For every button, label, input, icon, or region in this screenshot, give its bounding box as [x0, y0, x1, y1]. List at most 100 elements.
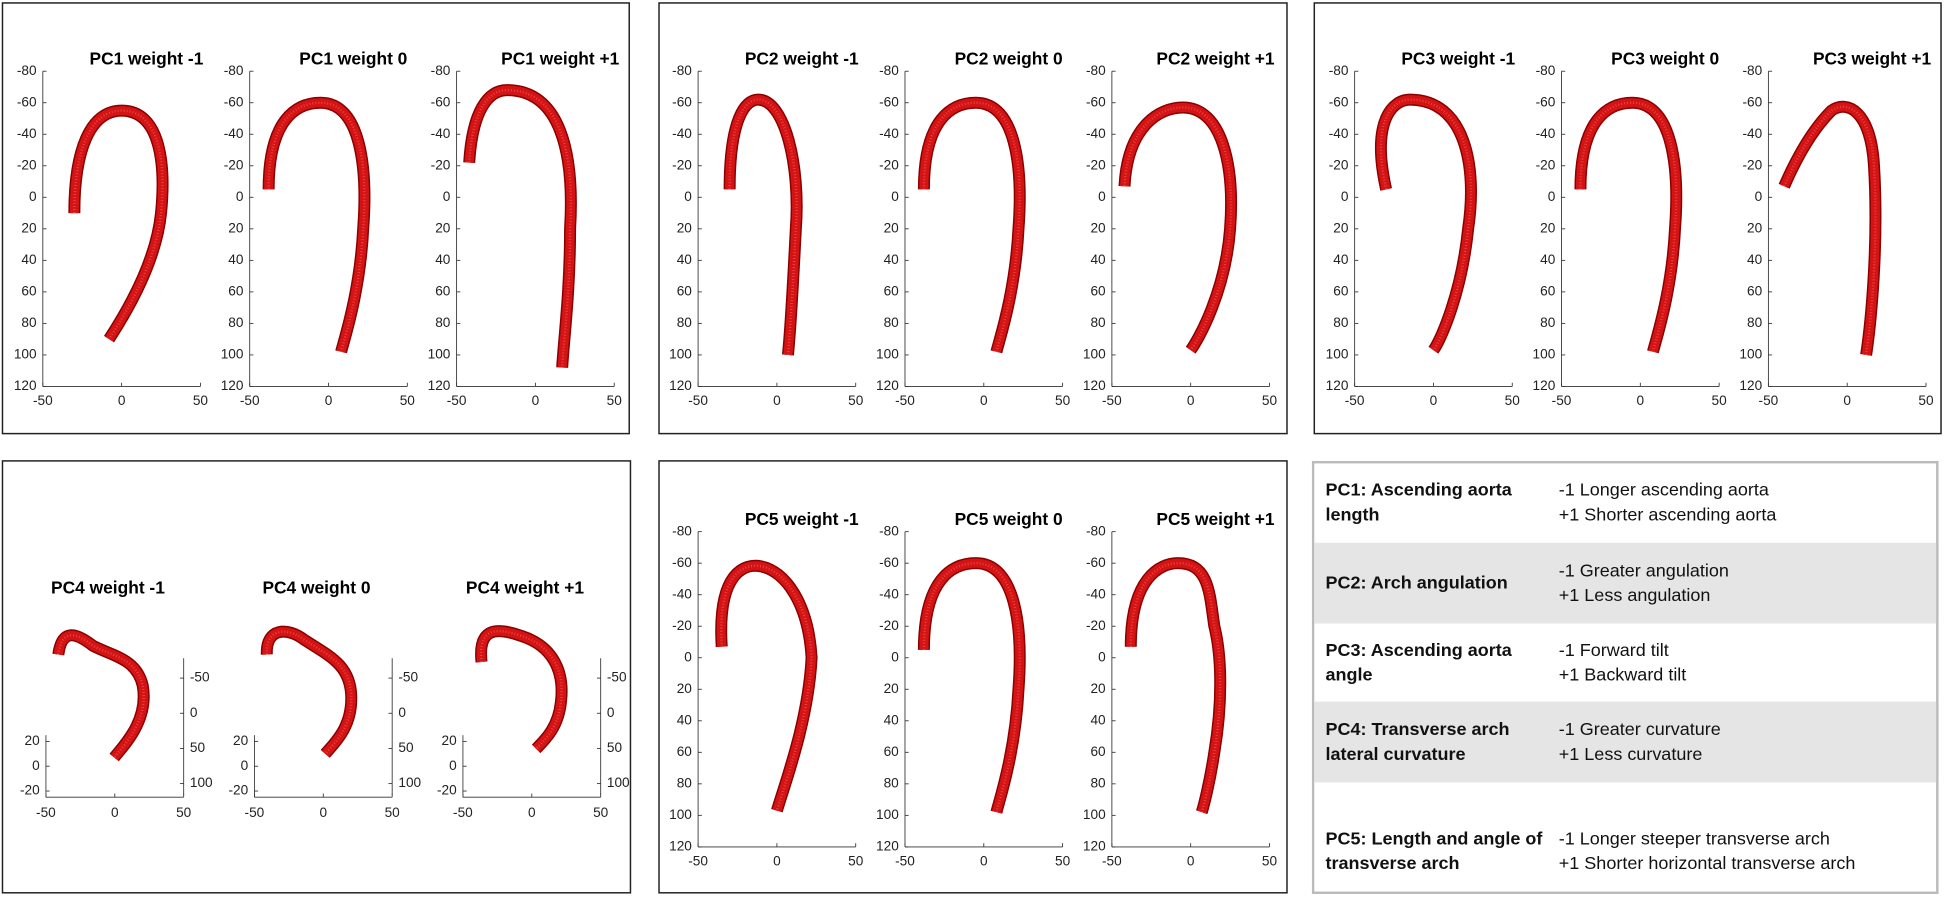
y-tick-label: 100 [876, 807, 899, 822]
y-tick-label: -60 [224, 94, 244, 109]
x-tick-label: -50 [240, 393, 260, 408]
y-tick-label: -20 [228, 783, 248, 798]
y-tick-label: 80 [1540, 315, 1556, 330]
x-tick-label: 50 [193, 393, 209, 408]
tube-highlight [74, 111, 162, 340]
y-tick-label: 40 [21, 252, 37, 267]
plot-title: PC2 weight 0 [955, 49, 1063, 69]
plot-title: PC4 weight -1 [51, 577, 165, 597]
x-tick-label: 50 [1505, 393, 1521, 408]
tube-highlight [469, 90, 571, 367]
y-tick-label: -60 [1086, 555, 1106, 570]
z-tick-label: 0 [607, 705, 615, 720]
y-tick-label: 120 [221, 378, 244, 393]
pc-label: PC5: Length and angle of transverse arch [1325, 829, 1543, 875]
y-tick-label: -20 [431, 157, 451, 172]
x-tick-label: 0 [980, 393, 988, 408]
plot-title: PC2 weight -1 [745, 49, 859, 69]
y-tick-label: 60 [1540, 283, 1556, 298]
tube-body [58, 635, 143, 757]
plot-title: PC3 weight -1 [1401, 49, 1515, 69]
z-tick-label: 50 [190, 740, 206, 755]
y-tick-label: 20 [233, 733, 249, 748]
x-tick-label: -50 [447, 393, 467, 408]
y-tick-label: 120 [876, 838, 899, 853]
x-tick-label: 0 [773, 853, 781, 868]
y-tick-label: 120 [1083, 378, 1106, 393]
y-tick-label: 100 [1083, 347, 1106, 362]
plot-title: PC1 weight 0 [299, 49, 407, 69]
y-tick-label: -60 [1742, 94, 1762, 109]
aorta-tube [730, 100, 797, 355]
y-tick-label: -20 [17, 157, 37, 172]
y-tick-label: 40 [677, 712, 693, 727]
x-tick-label: -50 [36, 805, 56, 820]
aorta-tube [721, 566, 811, 811]
x-tick-label: -50 [688, 393, 708, 408]
legend: PC1: Ascending aorta length -1 Longer asc… [1311, 460, 1939, 895]
y-tick-label: 20 [677, 220, 693, 235]
y-tick-label: -20 [20, 783, 40, 798]
y-tick-label: -40 [1329, 126, 1349, 141]
x-tick-label: 0 [528, 805, 536, 820]
aorta-tube [1580, 103, 1676, 352]
y-tick-label: -40 [672, 586, 692, 601]
y-tick-label: 100 [1326, 347, 1349, 362]
y-tick-label: -80 [431, 63, 451, 78]
y-tick-label: 120 [428, 378, 451, 393]
y-tick-label: 40 [1090, 252, 1106, 267]
y-tick-label: 40 [1333, 252, 1349, 267]
y-tick-label: 80 [228, 315, 244, 330]
y-tick-label: -80 [879, 523, 899, 538]
y-tick-label: 0 [684, 189, 692, 204]
x-tick-label: 50 [1262, 853, 1278, 868]
y-tick-label: 80 [677, 775, 693, 790]
aorta-tube [1784, 107, 1875, 355]
y-tick-label: 0 [449, 758, 457, 773]
tube-body [1784, 107, 1875, 355]
aorta-tube [469, 90, 571, 367]
legend-row: PC1: Ascending aorta length -1 Longer asc… [1314, 463, 1936, 542]
x-tick-label: 50 [1055, 853, 1071, 868]
y-tick-label: 100 [1083, 807, 1106, 822]
pc-label: PC2: Arch angulation [1325, 573, 1508, 594]
z-tick-label: 100 [190, 775, 213, 790]
y-tick-label: -40 [1536, 126, 1556, 141]
y-tick-label: -20 [224, 157, 244, 172]
y-tick-label: -60 [17, 94, 37, 109]
y-tick-label: 120 [14, 378, 37, 393]
tube-highlight [481, 631, 562, 749]
y-tick-label: 100 [669, 807, 692, 822]
effect-line: -1 Forward tilt [1558, 640, 1669, 661]
legend-row: PC2: Arch angulation -1 Greater angulatio… [1314, 542, 1937, 624]
tube-highlight [1381, 100, 1471, 351]
y-tick-label: 0 [32, 758, 40, 773]
y-tick-label: -40 [17, 126, 37, 141]
y-tick-label: 120 [669, 378, 692, 393]
y-tick-label: 0 [1548, 189, 1556, 204]
y-tick-label: 60 [1090, 744, 1106, 759]
x-tick-label: 0 [773, 393, 781, 408]
pc-label: PC4: Transverse arch lateral curvature [1325, 719, 1510, 765]
y-tick-label: -80 [672, 523, 692, 538]
y-tick-label: -20 [437, 783, 457, 798]
y-tick-label: -20 [879, 618, 899, 633]
effect-line: -1 Greater angulation [1558, 560, 1729, 581]
tube-outline [1124, 107, 1231, 350]
x-tick-label: 0 [532, 393, 540, 408]
x-tick-label: 50 [848, 393, 864, 408]
y-tick-label: 40 [884, 712, 900, 727]
y-tick-label: 0 [241, 758, 249, 773]
panel-frame [658, 460, 1288, 894]
x-tick-label: 0 [111, 805, 119, 820]
y-tick-label: 100 [428, 347, 451, 362]
legend-table: PC1: Ascending aorta length -1 Longer asc… [1311, 460, 1939, 895]
effect-line: +1 Less angulation [1558, 585, 1711, 606]
y-tick-label: 80 [1090, 775, 1106, 790]
y-tick-label: -40 [1086, 126, 1106, 141]
y-tick-label: 120 [669, 838, 692, 853]
x-tick-label: -50 [1102, 393, 1122, 408]
effect-line: -1 Greater curvature [1558, 719, 1721, 740]
tube-outline [469, 90, 571, 367]
